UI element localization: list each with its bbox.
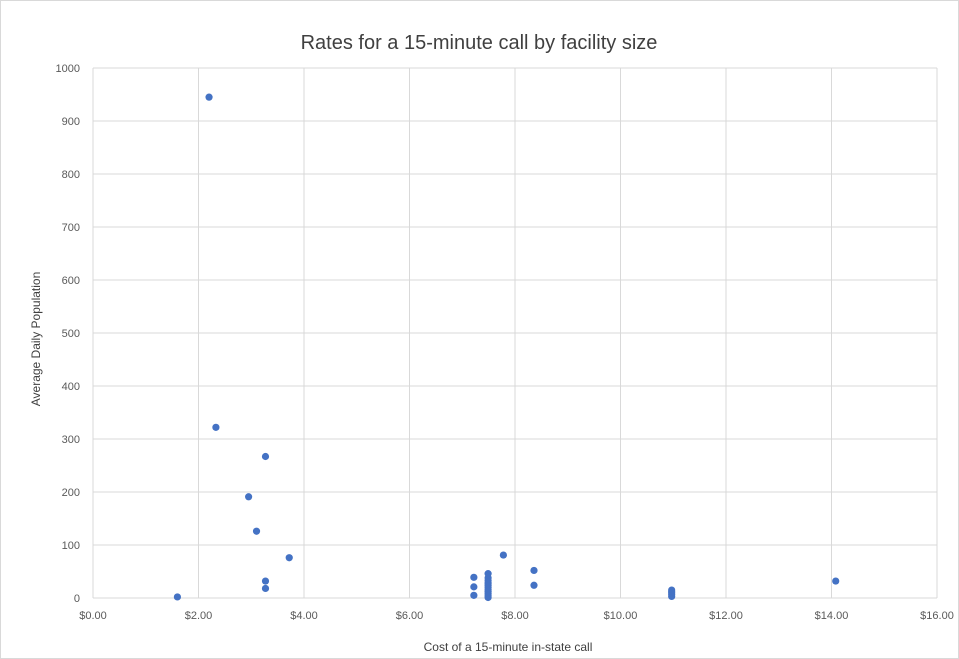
- data-point: [470, 573, 478, 581]
- x-tick-label: $14.00: [815, 610, 849, 622]
- x-tick-label: $6.00: [396, 610, 424, 622]
- data-point: [173, 593, 181, 601]
- gridlines: [92, 67, 938, 599]
- data-points: [173, 93, 840, 602]
- data-point: [261, 584, 270, 593]
- y-tick-label: 100: [62, 540, 80, 552]
- y-tick-label: 900: [62, 116, 80, 128]
- data-point: [470, 591, 478, 599]
- data-point: [668, 592, 676, 601]
- data-point: [530, 581, 538, 589]
- data-point: [530, 566, 538, 575]
- x-tick-label: $2.00: [185, 610, 213, 622]
- data-point: [261, 452, 270, 461]
- y-tick-label: 600: [62, 275, 80, 287]
- x-tick-label: $10.00: [604, 610, 638, 622]
- x-tick-label: $0.00: [79, 610, 107, 622]
- data-point: [252, 527, 261, 535]
- data-point: [285, 554, 293, 562]
- data-point: [205, 93, 213, 101]
- data-point: [261, 577, 270, 585]
- chart-title: Rates for a 15-minute call by facility s…: [301, 32, 658, 54]
- x-axis-title: Cost of a 15-minute in-state call: [424, 640, 593, 654]
- y-tick-labels: 0 100 200 300 400 500 600 700 800 900 1000: [56, 63, 80, 605]
- data-point: [470, 583, 478, 591]
- data-point: [484, 593, 492, 602]
- x-tick-labels: $0.00 $2.00 $4.00 $6.00 $8.00 $10.00 $12.00 $14…: [79, 610, 954, 622]
- y-tick-label: 800: [62, 169, 80, 181]
- y-tick-label: 1000: [56, 63, 80, 75]
- y-tick-label: 700: [62, 222, 80, 234]
- x-tick-label: $4.00: [290, 610, 318, 622]
- y-tick-label: 0: [74, 593, 80, 605]
- y-tick-label: 300: [62, 434, 80, 446]
- data-point: [499, 551, 507, 559]
- y-tick-label: 200: [62, 487, 80, 499]
- data-point: [245, 493, 253, 501]
- data-point: [212, 423, 220, 431]
- x-tick-label: $8.00: [501, 610, 529, 622]
- x-tick-label: $12.00: [709, 610, 743, 622]
- y-tick-label: 400: [62, 381, 80, 393]
- data-point: [832, 577, 840, 585]
- x-tick-label: $16.00: [920, 610, 954, 622]
- y-axis-title: Average Daily Population: [29, 272, 43, 407]
- y-tick-label: 500: [62, 328, 80, 340]
